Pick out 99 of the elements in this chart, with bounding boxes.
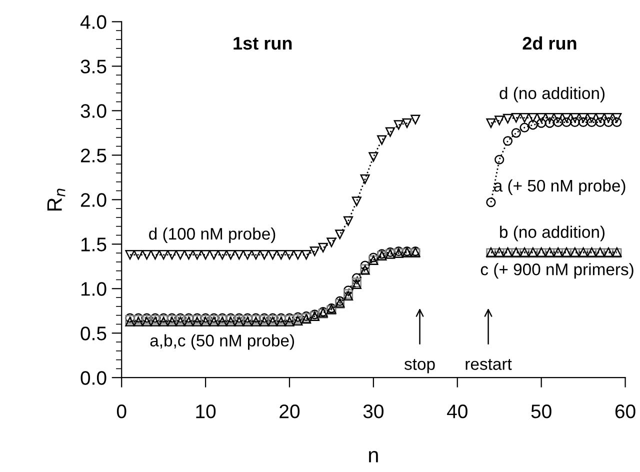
point bbox=[318, 242, 328, 252]
point bbox=[284, 250, 294, 260]
point bbox=[242, 250, 252, 260]
y-axis-title: R$_{n}$ bbox=[47, 188, 66, 211]
y-tick-label: 4.0 bbox=[80, 15, 106, 29]
x-axis-title: n bbox=[369, 451, 378, 462]
annotation: 1st run bbox=[234, 37, 292, 50]
annotation: d (no addition) bbox=[500, 86, 604, 102]
point bbox=[251, 250, 261, 260]
point bbox=[494, 154, 504, 164]
point bbox=[520, 122, 530, 132]
point bbox=[377, 135, 387, 145]
point bbox=[494, 116, 504, 126]
point bbox=[150, 250, 160, 260]
point bbox=[578, 117, 588, 128]
point bbox=[125, 250, 135, 260]
y-tick-label: 2.5 bbox=[80, 148, 106, 162]
point bbox=[520, 113, 530, 123]
point bbox=[192, 250, 202, 260]
y-tick-label: 0.5 bbox=[80, 326, 106, 340]
point bbox=[562, 113, 572, 123]
annotation: b (no addition) bbox=[500, 226, 604, 242]
point bbox=[158, 250, 168, 260]
point bbox=[604, 113, 614, 123]
point bbox=[578, 113, 588, 123]
point bbox=[326, 238, 336, 248]
point bbox=[352, 196, 362, 206]
point bbox=[360, 174, 370, 184]
y-tick-label: 0.0 bbox=[80, 371, 106, 385]
point bbox=[301, 250, 312, 260]
point bbox=[368, 152, 378, 162]
point bbox=[176, 250, 186, 260]
x-tick-label: 30 bbox=[363, 404, 384, 418]
point bbox=[276, 250, 286, 260]
y-tick-label: 3.5 bbox=[80, 60, 106, 74]
point bbox=[612, 113, 622, 123]
point bbox=[595, 113, 605, 123]
point bbox=[486, 198, 496, 208]
point bbox=[553, 117, 563, 128]
point bbox=[528, 120, 538, 130]
point bbox=[167, 250, 177, 260]
point bbox=[343, 216, 354, 226]
point bbox=[234, 250, 244, 260]
x-tick-label: 10 bbox=[196, 404, 216, 418]
point bbox=[502, 114, 513, 124]
y-tick-label: 1.5 bbox=[81, 238, 106, 252]
y-tick-label: 1.0 bbox=[81, 282, 106, 296]
point bbox=[595, 117, 605, 128]
point bbox=[293, 250, 303, 260]
point bbox=[218, 250, 228, 260]
point bbox=[570, 117, 580, 128]
point bbox=[511, 113, 521, 123]
point bbox=[260, 250, 270, 260]
annotation: stop bbox=[404, 359, 435, 374]
point bbox=[586, 113, 596, 123]
point bbox=[612, 117, 622, 128]
point bbox=[385, 127, 396, 137]
point bbox=[335, 230, 345, 240]
point bbox=[209, 250, 219, 260]
point bbox=[352, 273, 362, 283]
point bbox=[410, 114, 420, 124]
x-tick-label: 50 bbox=[531, 404, 552, 418]
point bbox=[528, 113, 538, 123]
point bbox=[368, 252, 378, 262]
point bbox=[268, 250, 278, 260]
annotation: a (+ 50 nM probe) bbox=[494, 179, 626, 195]
point bbox=[502, 136, 513, 146]
point bbox=[536, 113, 546, 123]
point bbox=[570, 113, 580, 123]
x-tick-label: 60 bbox=[615, 404, 636, 418]
point bbox=[226, 250, 236, 260]
point bbox=[142, 250, 152, 260]
point bbox=[536, 118, 546, 128]
point bbox=[544, 118, 555, 128]
point bbox=[511, 128, 521, 138]
point bbox=[184, 250, 194, 260]
point bbox=[586, 117, 596, 128]
point bbox=[486, 118, 496, 128]
annotation: 2d run bbox=[522, 36, 576, 50]
annotation: restart bbox=[466, 359, 512, 370]
x-tick-label: 20 bbox=[280, 404, 300, 418]
point bbox=[310, 246, 320, 256]
x-tick-label: 0 bbox=[116, 404, 126, 418]
x-tick-label: 40 bbox=[447, 404, 468, 418]
point bbox=[200, 250, 210, 260]
point bbox=[394, 120, 404, 130]
point bbox=[402, 118, 412, 128]
y-tick-label: 2.0 bbox=[80, 193, 106, 207]
y-tick-label: 3.0 bbox=[80, 104, 106, 118]
point bbox=[134, 250, 144, 260]
point bbox=[553, 113, 563, 123]
point bbox=[562, 117, 572, 128]
annotation: c (+ 900 nM primers) bbox=[480, 263, 634, 279]
point bbox=[360, 260, 370, 270]
point bbox=[604, 117, 614, 128]
annotation: a,b,c (50 nM probe) bbox=[150, 334, 294, 350]
annotation: d (100 nM probe) bbox=[149, 227, 276, 244]
point bbox=[544, 113, 555, 123]
point bbox=[343, 286, 354, 296]
